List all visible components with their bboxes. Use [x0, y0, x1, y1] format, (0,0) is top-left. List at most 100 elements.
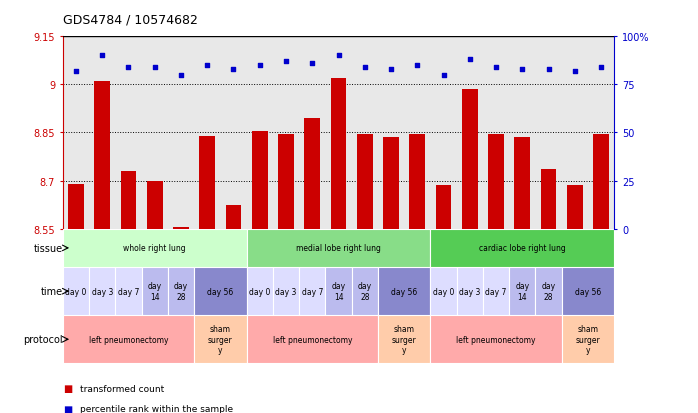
- Bar: [383, 138, 399, 229]
- Bar: [194, 316, 246, 363]
- Text: tissue: tissue: [34, 243, 63, 253]
- Text: protocol: protocol: [23, 335, 63, 344]
- Point: [438, 72, 449, 79]
- Bar: [514, 138, 530, 229]
- Bar: [142, 268, 168, 316]
- Text: day 7: day 7: [118, 287, 139, 296]
- Bar: [63, 229, 246, 268]
- Bar: [63, 268, 89, 316]
- Text: GDS4784 / 10574682: GDS4784 / 10574682: [63, 14, 198, 27]
- Point: [228, 66, 239, 73]
- Bar: [115, 268, 142, 316]
- Point: [570, 69, 581, 75]
- Bar: [246, 316, 378, 363]
- Text: day 56: day 56: [207, 287, 234, 296]
- Bar: [567, 186, 583, 229]
- Bar: [562, 268, 614, 316]
- Text: day 3: day 3: [275, 287, 297, 296]
- Text: sham
surger
y: sham surger y: [392, 325, 417, 354]
- Bar: [462, 90, 477, 229]
- Text: percentile rank within the sample: percentile rank within the sample: [80, 404, 233, 413]
- Bar: [541, 170, 556, 229]
- Point: [202, 63, 213, 69]
- Text: day 56: day 56: [575, 287, 601, 296]
- Bar: [510, 268, 535, 316]
- Point: [595, 64, 607, 71]
- Text: day 3: day 3: [91, 287, 113, 296]
- Point: [123, 64, 134, 71]
- Bar: [352, 268, 378, 316]
- Point: [385, 66, 396, 73]
- Bar: [89, 268, 115, 316]
- Text: ■: ■: [63, 383, 72, 393]
- Text: day 3: day 3: [459, 287, 480, 296]
- Bar: [194, 268, 246, 316]
- Text: cardiac lobe right lung: cardiac lobe right lung: [479, 244, 565, 253]
- Text: day 7: day 7: [485, 287, 507, 296]
- Text: day 0: day 0: [433, 287, 454, 296]
- Text: time: time: [40, 287, 63, 297]
- Bar: [431, 316, 562, 363]
- Text: ■: ■: [63, 404, 72, 413]
- Text: whole right lung: whole right lung: [124, 244, 186, 253]
- Text: day
28: day 28: [358, 282, 372, 301]
- Bar: [200, 136, 215, 229]
- Bar: [246, 268, 273, 316]
- Bar: [535, 268, 562, 316]
- Point: [543, 66, 554, 73]
- Text: day 0: day 0: [249, 287, 270, 296]
- Text: day
28: day 28: [174, 282, 188, 301]
- Text: day
14: day 14: [515, 282, 529, 301]
- Bar: [273, 268, 299, 316]
- Point: [281, 59, 292, 65]
- Bar: [378, 316, 431, 363]
- Text: day 56: day 56: [391, 287, 417, 296]
- Bar: [431, 268, 456, 316]
- Point: [517, 66, 528, 73]
- Bar: [562, 316, 614, 363]
- Text: transformed count: transformed count: [80, 384, 165, 393]
- Text: medial lobe right lung: medial lobe right lung: [296, 244, 381, 253]
- Point: [70, 69, 82, 75]
- Bar: [593, 135, 609, 229]
- Bar: [278, 135, 294, 229]
- Bar: [456, 268, 483, 316]
- Bar: [147, 181, 163, 229]
- Text: day 0: day 0: [65, 287, 87, 296]
- Point: [412, 63, 423, 69]
- Bar: [431, 229, 614, 268]
- Bar: [483, 268, 510, 316]
- Bar: [378, 268, 431, 316]
- Point: [149, 64, 161, 71]
- Bar: [357, 135, 373, 229]
- Point: [464, 57, 475, 64]
- Bar: [436, 186, 452, 229]
- Point: [254, 63, 265, 69]
- Text: day 7: day 7: [302, 287, 323, 296]
- Bar: [325, 268, 352, 316]
- Point: [175, 72, 186, 79]
- Bar: [225, 205, 242, 229]
- Text: sham
surger
y: sham surger y: [208, 325, 232, 354]
- Bar: [168, 268, 194, 316]
- Text: left pneumonectomy: left pneumonectomy: [456, 335, 536, 344]
- Bar: [331, 79, 346, 229]
- Bar: [63, 316, 194, 363]
- Bar: [173, 228, 189, 229]
- Bar: [488, 135, 504, 229]
- Text: day
14: day 14: [148, 282, 162, 301]
- Point: [491, 64, 502, 71]
- Bar: [246, 229, 431, 268]
- Bar: [304, 119, 320, 229]
- Point: [359, 64, 371, 71]
- Text: sham
surger
y: sham surger y: [576, 325, 600, 354]
- Point: [333, 53, 344, 59]
- Bar: [121, 171, 136, 229]
- Text: left pneumonectomy: left pneumonectomy: [272, 335, 352, 344]
- Bar: [68, 184, 84, 229]
- Text: left pneumonectomy: left pneumonectomy: [89, 335, 168, 344]
- Point: [306, 61, 318, 67]
- Text: day
28: day 28: [542, 282, 556, 301]
- Bar: [94, 82, 110, 229]
- Bar: [410, 135, 425, 229]
